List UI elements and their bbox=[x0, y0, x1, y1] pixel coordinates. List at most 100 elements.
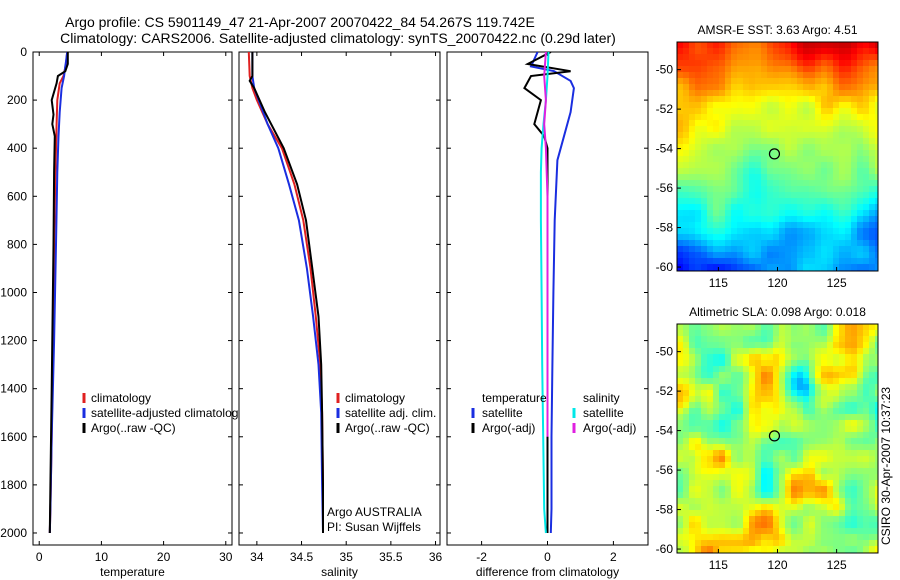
sst_map-cell bbox=[779, 84, 786, 91]
sst_map-cell bbox=[845, 144, 852, 151]
sst_map-cell bbox=[797, 144, 804, 151]
sla_map-cell bbox=[713, 468, 720, 475]
sla_map-cell bbox=[863, 342, 870, 349]
sla_map-cell bbox=[875, 378, 879, 385]
sst_map-cell bbox=[809, 138, 816, 145]
sst_map-cell bbox=[749, 252, 756, 259]
sst_map-cell bbox=[755, 198, 762, 205]
sla_map-cell bbox=[803, 498, 810, 505]
sst_map-cell bbox=[761, 54, 768, 61]
sst_map-cell bbox=[731, 186, 738, 193]
sst_map-cell bbox=[737, 60, 744, 67]
sst_map-cell bbox=[827, 204, 834, 211]
sla_map-cell bbox=[761, 510, 768, 517]
sst_map-cell bbox=[869, 108, 876, 115]
sst_map-cell bbox=[827, 264, 834, 271]
sla_map-cell bbox=[719, 348, 726, 355]
sla_map-cell bbox=[743, 450, 750, 457]
sst_map-cell bbox=[761, 216, 768, 223]
sst_map-cell bbox=[677, 78, 684, 85]
sla_map-cell bbox=[773, 462, 780, 469]
sst_map-cell bbox=[791, 234, 798, 241]
sst_map-cell bbox=[719, 186, 726, 193]
sla_map-cell bbox=[677, 474, 684, 481]
sst_map-cell bbox=[851, 144, 858, 151]
sst_map-cell bbox=[713, 192, 720, 199]
sst_map-cell bbox=[815, 228, 822, 235]
sla_map-cell bbox=[761, 474, 768, 481]
sst_map-cell bbox=[779, 222, 786, 229]
sla_map-cell bbox=[713, 402, 720, 409]
sst_map-cell bbox=[839, 174, 846, 181]
sla_map-cell bbox=[695, 390, 702, 397]
sla_map-cell bbox=[731, 456, 738, 463]
sla_map-cell bbox=[701, 540, 708, 547]
sla_map-cell bbox=[803, 504, 810, 511]
sla_map-cell bbox=[683, 498, 690, 505]
sst_map-cell bbox=[809, 228, 816, 235]
sst_map-cell bbox=[773, 234, 780, 241]
sst_map-cell bbox=[815, 192, 822, 199]
sst_map-cell bbox=[743, 66, 750, 73]
sst_map-cell bbox=[731, 114, 738, 121]
sst_map-cell bbox=[731, 198, 738, 205]
sla_map-cell bbox=[839, 408, 846, 415]
sst_map-cell bbox=[677, 198, 684, 205]
sla_map-cell bbox=[725, 528, 732, 535]
sla_map-cell bbox=[725, 354, 732, 361]
sla_map-cell bbox=[845, 450, 852, 457]
sst_map-cell bbox=[803, 132, 810, 139]
sst_map-cell bbox=[773, 90, 780, 97]
sst_map-cell bbox=[845, 78, 852, 85]
sla_map-cell bbox=[851, 480, 858, 487]
sla_map-cell bbox=[701, 378, 708, 385]
sla_map-cell bbox=[749, 402, 756, 409]
sst_map-cell bbox=[737, 234, 744, 241]
sst_map-cell bbox=[677, 120, 684, 127]
sla_map-cell bbox=[695, 462, 702, 469]
sst_map-cell bbox=[719, 192, 726, 199]
sst_map-cell bbox=[677, 60, 684, 67]
sla_map-cell bbox=[683, 480, 690, 487]
sla_map-cell bbox=[677, 384, 684, 391]
sst_map-cell bbox=[731, 138, 738, 145]
sst_map-cell bbox=[821, 234, 828, 241]
sst_map-cell bbox=[737, 54, 744, 61]
sst_map-cell bbox=[683, 228, 690, 235]
sla_map-cell bbox=[677, 522, 684, 529]
sst_map-cell bbox=[707, 84, 714, 91]
sla_map-cell bbox=[845, 384, 852, 391]
sst_map-cell bbox=[833, 168, 840, 175]
sla_map-cell bbox=[731, 498, 738, 505]
sst_map-cell bbox=[803, 234, 810, 241]
sla_map-cell bbox=[779, 498, 786, 505]
sla_map-cell bbox=[707, 426, 714, 433]
sst_map-cell bbox=[689, 252, 696, 259]
sla_map-cell bbox=[779, 444, 786, 451]
sla_map-cell bbox=[701, 450, 708, 457]
sst_map-cell bbox=[695, 42, 702, 49]
sla_map-cell bbox=[809, 462, 816, 469]
sla_map-cell bbox=[779, 426, 786, 433]
sla_map-cell bbox=[683, 432, 690, 439]
sla_map-cell bbox=[839, 426, 846, 433]
sst_map-cell bbox=[779, 198, 786, 205]
sst_map-cell bbox=[737, 114, 744, 121]
sst_map-cell bbox=[863, 120, 870, 127]
sla_map-cell bbox=[689, 324, 696, 331]
sst_map-cell bbox=[767, 42, 774, 49]
sla_map-cell bbox=[755, 354, 762, 361]
sst_map-cell bbox=[821, 78, 828, 85]
sst_map-cell bbox=[779, 204, 786, 211]
sst_map-cell bbox=[695, 60, 702, 67]
sla_map-cell bbox=[839, 420, 846, 427]
sst_map-cell bbox=[821, 96, 828, 103]
sla_map-cell bbox=[803, 486, 810, 493]
sst_map-cell bbox=[791, 222, 798, 229]
sla_map-cell bbox=[779, 528, 786, 535]
sla_map-cell bbox=[869, 504, 876, 511]
sla_map-cell bbox=[707, 378, 714, 385]
sla_map-cell bbox=[833, 342, 840, 349]
sla_map-cell bbox=[845, 420, 852, 427]
sla_map-cell bbox=[791, 510, 798, 517]
